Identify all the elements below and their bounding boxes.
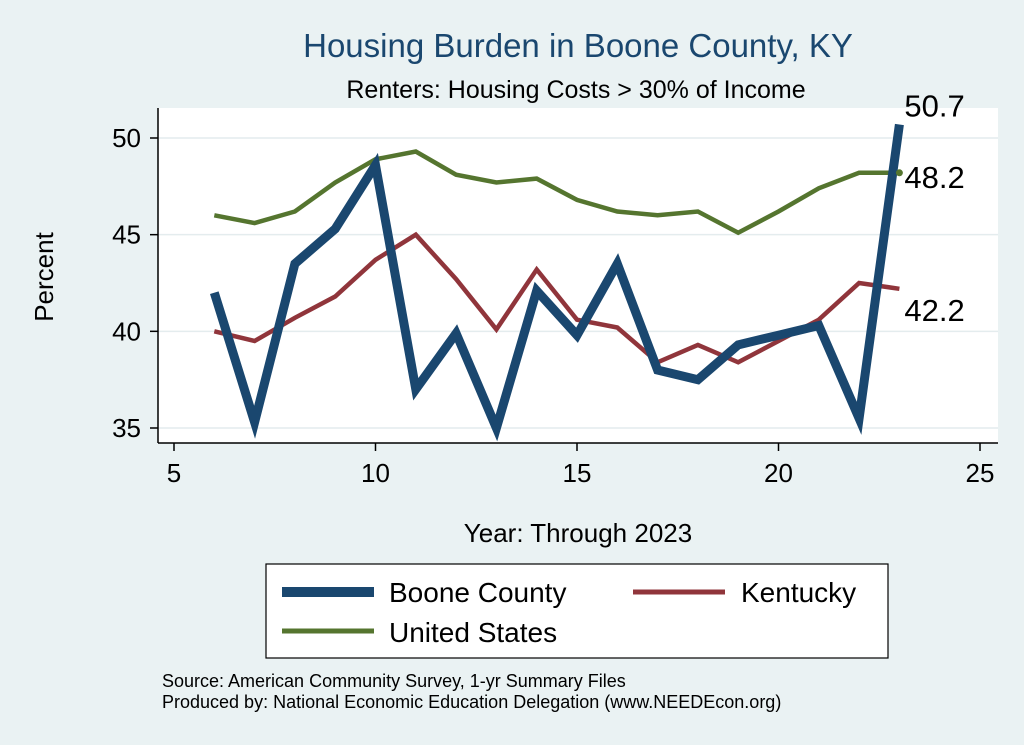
end-label-kentucky: 42.2 bbox=[904, 293, 964, 328]
legend-label-boone: Boone County bbox=[389, 577, 566, 608]
y-axis-title: Percent bbox=[29, 231, 59, 321]
y-tick-label: 45 bbox=[112, 220, 141, 250]
x-tick-label: 5 bbox=[167, 458, 181, 488]
end-label-us: 48.2 bbox=[904, 160, 964, 195]
plot-area bbox=[158, 108, 998, 443]
x-tick-label: 15 bbox=[563, 458, 592, 488]
legend-box bbox=[265, 563, 889, 659]
y-tick-label: 35 bbox=[112, 413, 141, 443]
series-line-us bbox=[213, 149, 900, 236]
end-label-boone: 50.7 bbox=[904, 88, 964, 123]
x-tick-label: 25 bbox=[966, 458, 995, 488]
produced-note: Produced by: National Economic Education… bbox=[162, 692, 781, 712]
x-tick-label: 10 bbox=[361, 458, 390, 488]
source-note: Source: American Community Survey, 1-yr … bbox=[162, 671, 626, 691]
end-labels: 50.7 48.2 42.2 bbox=[904, 88, 964, 327]
chart-title: Housing Burden in Boone County, KY bbox=[303, 27, 853, 64]
series-layer bbox=[210, 123, 904, 442]
x-axis-title: Year: Through 2023 bbox=[464, 518, 692, 548]
series-line-boone bbox=[210, 123, 904, 442]
chart-subtitle: Renters: Housing Costs > 30% of Income bbox=[346, 76, 805, 104]
x-axis: 5 10 15 20 25 bbox=[167, 443, 995, 488]
series-endpoint-us bbox=[895, 169, 903, 177]
legend: Boone County Kentucky United States bbox=[265, 563, 889, 659]
gridlines bbox=[158, 137, 998, 429]
legend-label-us: United States bbox=[389, 617, 557, 648]
y-tick-label: 40 bbox=[112, 316, 141, 346]
legend-label-kentucky: Kentucky bbox=[741, 577, 856, 608]
y-axis: 35 40 45 50 bbox=[112, 123, 158, 443]
y-tick-label: 50 bbox=[112, 123, 141, 153]
x-tick-label: 20 bbox=[764, 458, 793, 488]
